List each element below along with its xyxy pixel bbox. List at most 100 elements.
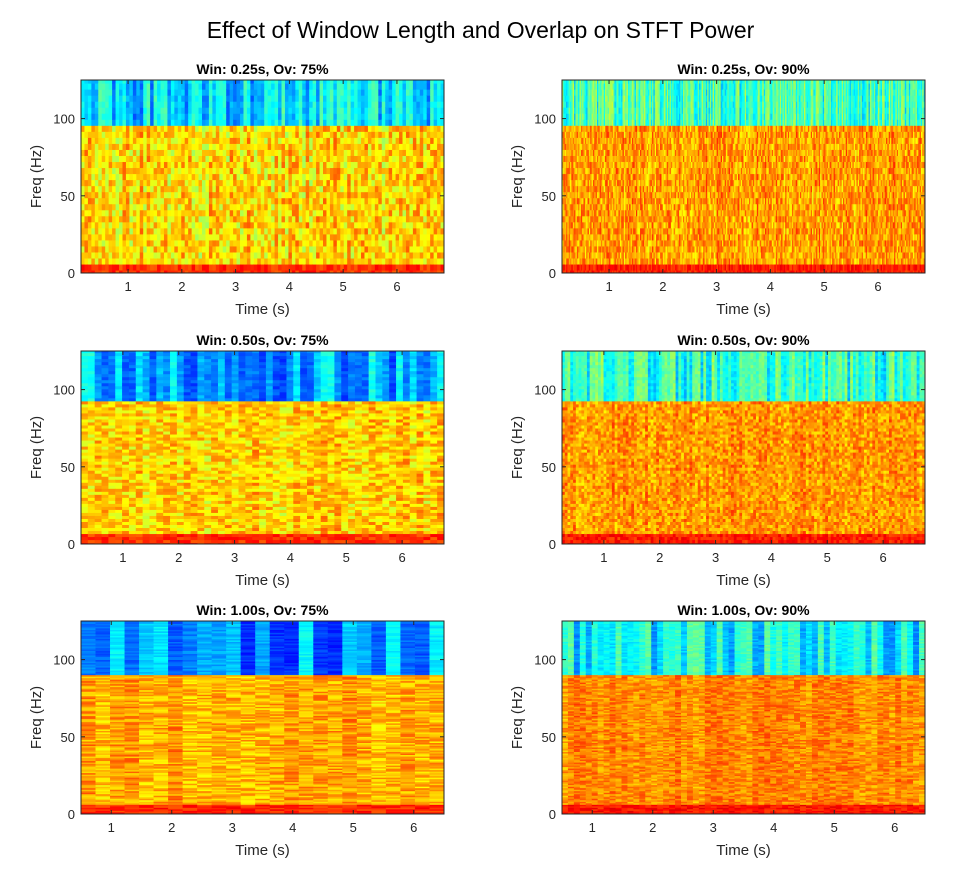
spectrogram-cell <box>323 137 328 144</box>
spectrogram-cell <box>409 155 414 163</box>
spectrogram-cell <box>564 257 567 265</box>
spectrogram-cell <box>329 101 334 108</box>
spectrogram-cell <box>264 125 269 132</box>
spectrogram-cell <box>364 119 369 126</box>
spectrogram-cell <box>94 161 99 169</box>
spectrogram-cell <box>98 101 103 108</box>
spectrogram-cell <box>94 239 99 247</box>
spectrogram-cell <box>215 131 220 138</box>
spectrogram-cell <box>157 83 162 90</box>
spectrogram-cell <box>566 185 568 193</box>
spectrogram-cell <box>278 215 283 223</box>
spectrogram-cell <box>568 239 571 247</box>
spectrogram-cell <box>205 107 210 114</box>
spectrogram-cell <box>357 167 362 175</box>
spectrogram-cell <box>618 239 621 247</box>
spectrogram-cell <box>208 107 213 114</box>
spectrogram-cell <box>599 95 602 102</box>
spectrogram-cell <box>236 221 241 229</box>
spectrogram-cell <box>253 113 258 120</box>
spectrogram-cell <box>122 125 127 132</box>
spectrogram-cell <box>146 89 151 96</box>
spectrogram-cell <box>122 101 127 108</box>
spectrogram-cell <box>361 83 366 90</box>
spectrogram-cell <box>374 167 379 175</box>
spectrogram-cell <box>222 95 227 102</box>
spectrogram-cell <box>184 239 189 247</box>
spectrogram-cell <box>177 83 182 90</box>
spectrogram-cell <box>399 89 404 96</box>
spectrogram-cell <box>613 143 616 150</box>
spectrogram-cell <box>312 197 317 205</box>
spectrogram-cell <box>568 257 571 265</box>
spectrogram-cell <box>170 239 175 247</box>
spectrogram-cell <box>87 209 92 217</box>
spectrogram-cell <box>575 113 578 120</box>
spectrogram-cell <box>284 215 290 223</box>
spectrogram-cell <box>618 185 621 193</box>
spectrogram-cell <box>347 137 352 144</box>
spectrogram-cell <box>621 161 624 169</box>
spectrogram-cell <box>364 251 369 259</box>
spectrogram-cell <box>571 107 574 114</box>
spectrogram-cell <box>257 263 262 271</box>
spectrogram-cell <box>240 209 245 217</box>
spectrogram-cell <box>399 107 404 114</box>
spectrogram-cell <box>578 179 581 187</box>
spectrogram-cell <box>105 179 110 187</box>
spectrogram-cell <box>599 149 602 156</box>
spectrogram-cell <box>611 257 614 265</box>
spectrogram-cell <box>329 149 334 156</box>
spectrogram-cell <box>399 215 404 223</box>
spectrogram-cell <box>579 197 582 205</box>
spectrogram-cell <box>115 227 120 235</box>
spectrogram-cell <box>219 155 224 163</box>
spectrogram-cell <box>563 143 566 150</box>
spectrogram-cell <box>599 245 602 253</box>
spectrogram-cell <box>564 83 567 90</box>
spectrogram-cell <box>229 215 234 223</box>
spectrogram-cell <box>163 131 169 138</box>
axes-frame <box>80 79 445 274</box>
spectrogram-cell <box>219 191 224 199</box>
spectrogram-cell <box>143 107 148 114</box>
spectrogram-cell <box>157 263 162 271</box>
spectrogram-cell <box>208 161 213 169</box>
spectrogram-cell <box>309 119 314 126</box>
spectrogram-cell <box>329 269 334 273</box>
spectrogram-cell <box>305 245 310 253</box>
spectrogram-cell <box>340 119 345 126</box>
spectrogram-cell <box>198 239 203 247</box>
spectrogram-cell <box>233 197 238 205</box>
spectrogram-cell <box>333 269 338 273</box>
spectrogram-cell <box>388 143 393 150</box>
spectrogram-cell <box>437 221 442 229</box>
spectrogram-cell <box>188 263 193 271</box>
spectrogram-cell <box>281 80 286 84</box>
spectrogram-cell <box>212 251 217 259</box>
spectrogram-cell <box>202 161 207 169</box>
spectrogram-cell <box>326 137 331 144</box>
spectrogram-cell <box>94 179 99 187</box>
spectrogram-cell <box>430 239 435 247</box>
spectrogram-cell <box>617 197 620 205</box>
spectrogram-cell <box>323 209 328 217</box>
spectrogram-cell <box>101 209 106 217</box>
spectrogram-cell <box>592 203 595 211</box>
spectrogram-cell <box>606 185 609 193</box>
spectrogram-cell <box>595 233 598 241</box>
spectrogram-cell <box>139 269 144 273</box>
spectrogram-cell <box>312 149 317 156</box>
spectrogram-cell <box>580 245 583 253</box>
x-tick-label: 3 <box>232 279 239 294</box>
spectrogram-cell <box>219 185 224 193</box>
spectrogram-cell <box>98 269 103 273</box>
spectrogram-cell <box>587 239 590 247</box>
spectrogram-cell <box>219 95 224 102</box>
spectrogram-cell <box>381 227 386 235</box>
spectrogram-cell <box>570 89 573 96</box>
spectrogram-cell <box>284 80 290 84</box>
spectrogram-cell <box>586 227 589 235</box>
spectrogram-cell <box>233 179 238 187</box>
spectrogram-cell <box>198 149 203 156</box>
